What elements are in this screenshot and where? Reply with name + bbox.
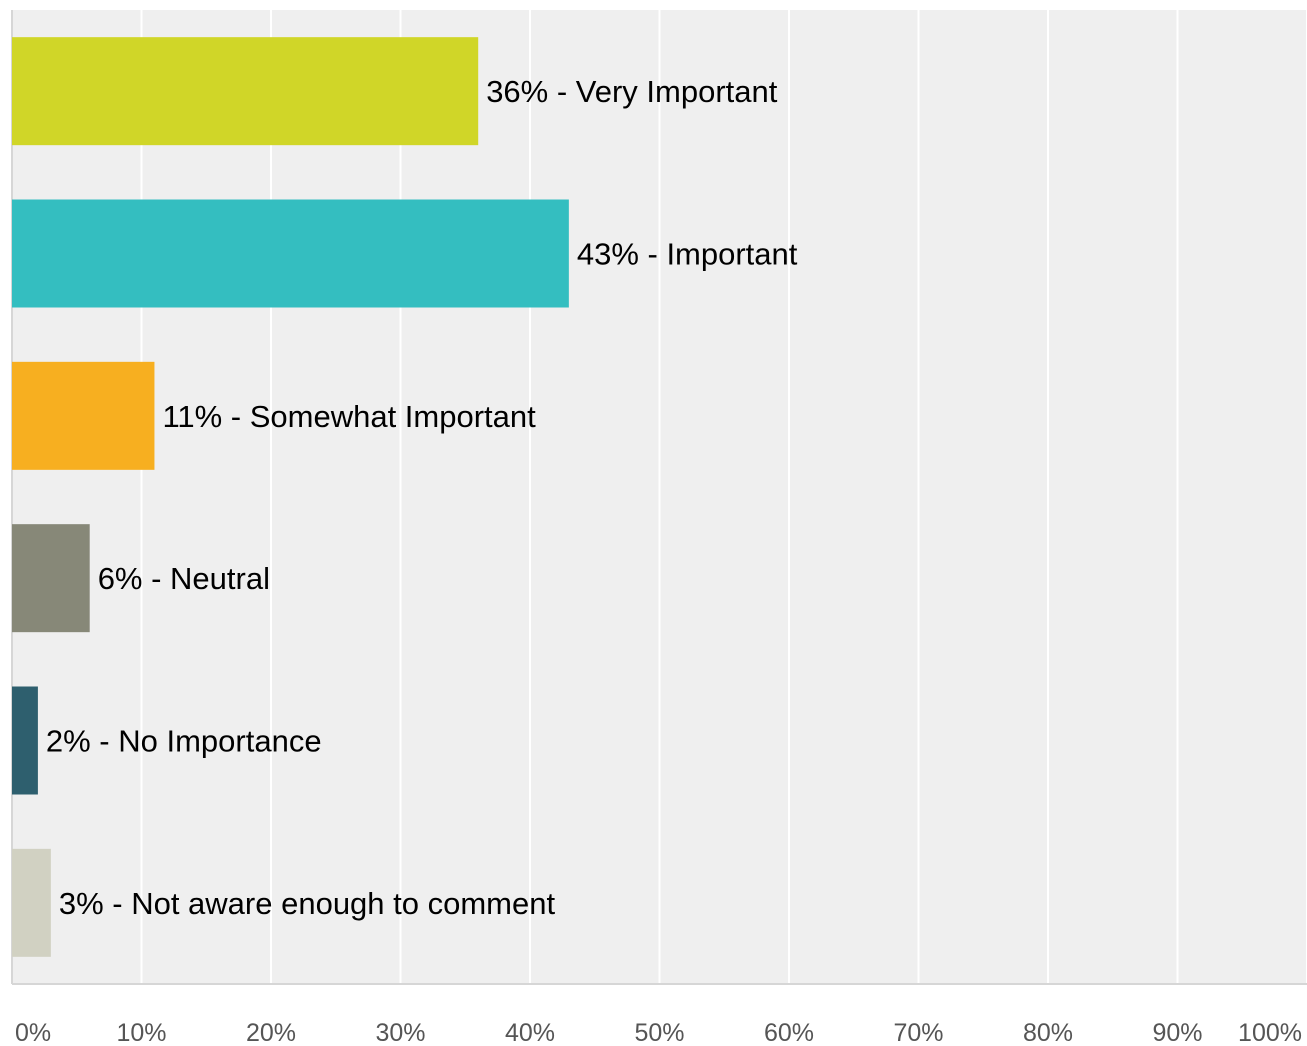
bar-labels: 36% - Very Important 43% - Important 11% -…: [46, 74, 798, 921]
x-tick-label: 0%: [15, 1019, 51, 1046]
bar: [12, 361, 155, 470]
bar-data-label: 2% - No Importance: [46, 724, 322, 759]
bar: [12, 848, 51, 957]
x-tick-label: 100%: [1238, 1019, 1302, 1046]
bar-data-label: 43% - Important: [577, 237, 798, 272]
bar-data-label: 11% - Somewhat Important: [162, 399, 536, 434]
bar-data-label: 6% - Neutral: [98, 561, 270, 596]
bar: [12, 199, 569, 308]
x-tick-label: 10%: [116, 1019, 166, 1046]
x-axis-tick-labels: 0% 10% 20% 30% 40% 50% 60% 70% 80% 90% 100%: [15, 1019, 1302, 1046]
x-tick-label: 50%: [634, 1019, 684, 1046]
gridlines: [140, 10, 1307, 984]
x-tick-label: 60%: [764, 1019, 814, 1046]
bar-data-label: 3% - Not aware enough to comment: [59, 886, 556, 921]
x-tick-label: 30%: [375, 1019, 425, 1046]
bar: [12, 37, 479, 146]
x-tick-label: 90%: [1152, 1019, 1202, 1046]
bar: [12, 524, 90, 633]
x-tick-label: 40%: [505, 1019, 555, 1046]
bar: [12, 686, 38, 795]
x-tick-label: 80%: [1023, 1019, 1073, 1046]
bars: [12, 37, 569, 957]
x-tick-label: 70%: [893, 1019, 943, 1046]
x-tick-label: 20%: [246, 1019, 296, 1046]
bar-data-label: 36% - Very Important: [486, 74, 778, 109]
